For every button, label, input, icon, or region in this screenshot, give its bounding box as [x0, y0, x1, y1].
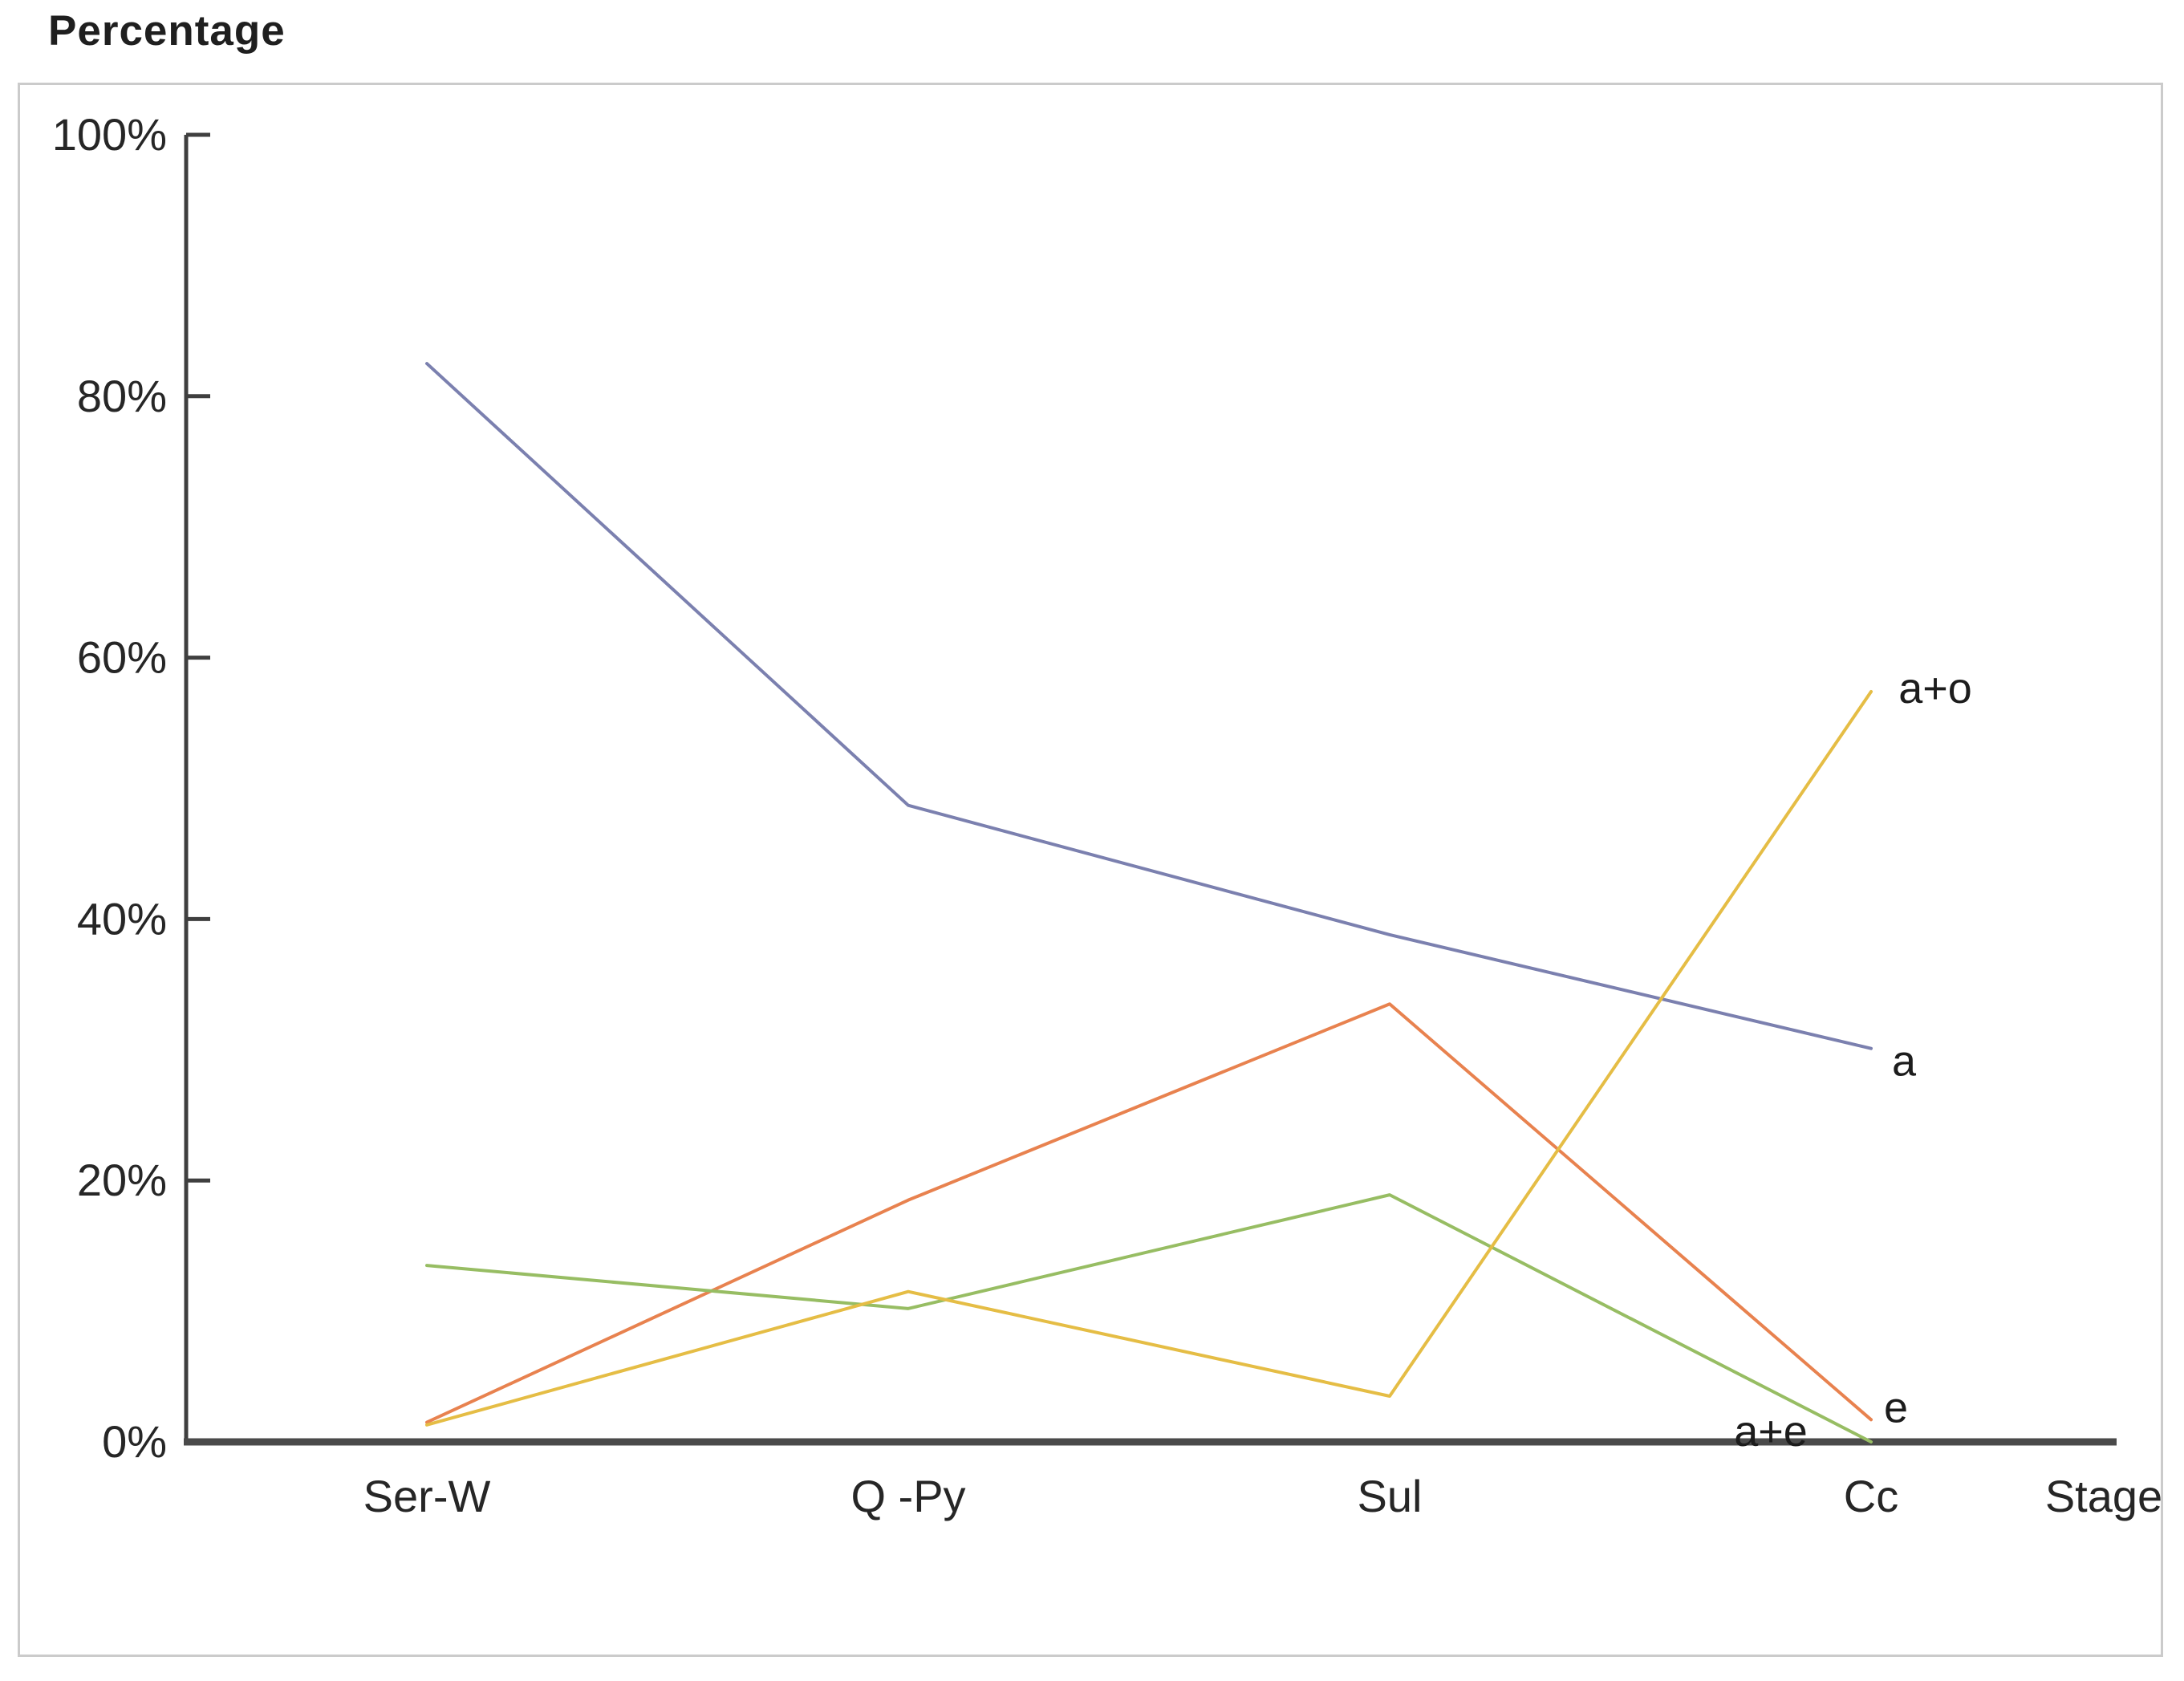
y-tick-label: 0% — [102, 1416, 167, 1467]
y-tick-label: 20% — [77, 1155, 167, 1205]
x-category-label: Ser-W — [363, 1471, 491, 1521]
series-label-e: e — [1884, 1383, 1908, 1431]
x-category-label: Q -Py — [850, 1471, 965, 1521]
series-line-a+o — [425, 689, 1873, 1427]
x-category-label: Cc — [1844, 1471, 1898, 1521]
series-line-a+e — [425, 1193, 1873, 1443]
series-label-a+e: a+e — [1734, 1407, 1808, 1456]
series-label-a+o: a+o — [1898, 664, 1972, 713]
y-axis-title: Percentage — [48, 7, 286, 55]
series-line-a — [425, 362, 1873, 1050]
series-line-e — [425, 1002, 1873, 1424]
series-label-a: a — [1892, 1037, 1917, 1086]
y-tick-label: 60% — [77, 632, 167, 683]
y-tick-label: 80% — [77, 371, 167, 421]
x-category-label: Sul — [1358, 1471, 1423, 1521]
plot-border-frame — [18, 83, 2163, 1657]
y-tick-label: 40% — [77, 893, 167, 944]
y-tick-label: 100% — [52, 109, 167, 160]
x-axis-title: Stage — [2045, 1471, 2162, 1521]
